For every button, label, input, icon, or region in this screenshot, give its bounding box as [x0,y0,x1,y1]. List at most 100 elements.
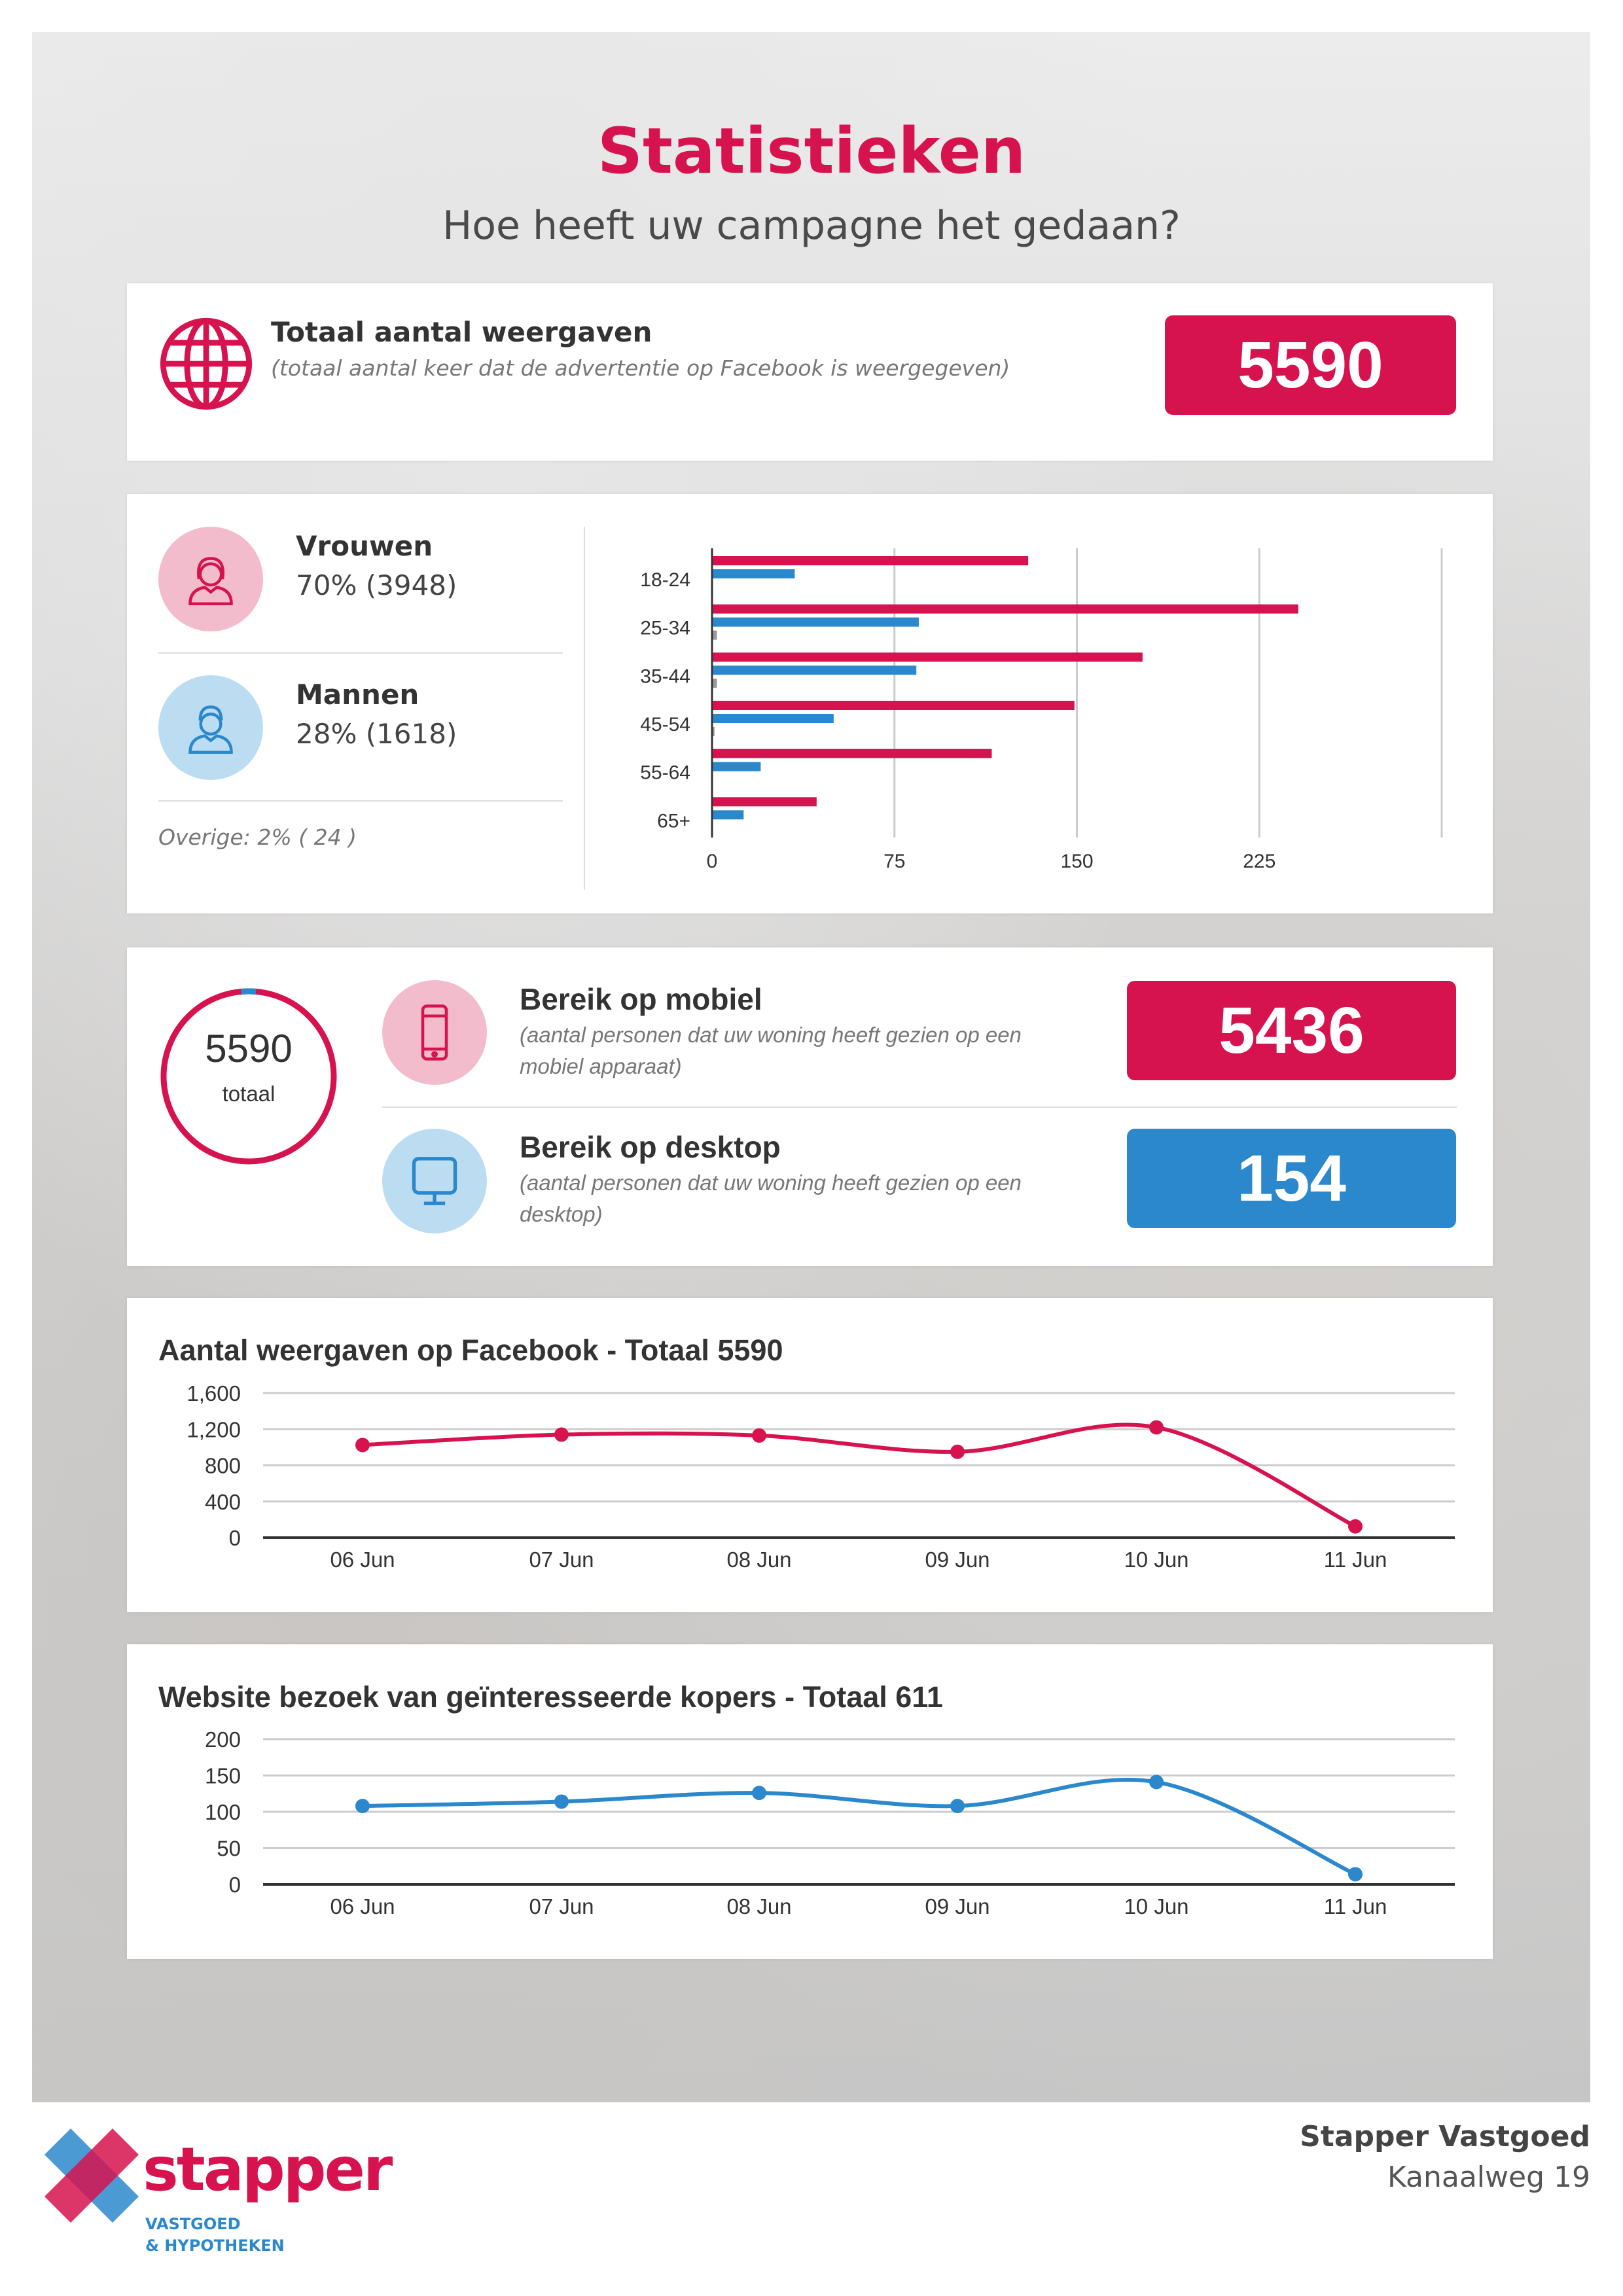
bar-35-44-series-0 [712,652,1143,662]
mobile-description: (aantal personen dat uw woning heeft gez… [520,1023,1022,1078]
y-tick-label: 100 [205,1800,241,1824]
mobile-value: 5436 [1127,981,1456,1080]
bar-18-24-series-1 [712,569,795,578]
data-point-09-Jun [950,1799,965,1814]
total-views-value: 5590 [1165,315,1456,415]
men-value: 28% (1618) [296,718,457,750]
bar-category-label: 18-24 [640,569,690,591]
monitor-icon [382,1129,487,1233]
reach-card: 5590 totaal Bereik op mobiel (aantal per… [127,947,1493,1266]
page-title: Statistieken [597,115,1026,188]
y-tick-label: 50 [217,1837,241,1861]
bar-category-label: 65+ [657,810,690,832]
total-views-label: Totaal aantal weergaven [271,316,652,348]
bar-category-label: 45-54 [640,714,690,735]
desktop-description: (aantal personen dat uw woning heeft gez… [520,1171,1022,1226]
company-address: Kanaalweg 19 [1387,2161,1590,2194]
bar-65+-series-0 [712,797,817,807]
mobile-label: Bereik op mobiel [520,982,762,1016]
desktop-value: 154 [1127,1129,1456,1228]
bar-55-64-series-1 [712,762,761,771]
data-point-07-Jun [554,1427,569,1442]
bar-25-34-series-2 [712,630,717,640]
bar-category-label: 25-34 [640,618,690,639]
y-tick-label: 200 [205,1727,241,1752]
data-point-08-Jun [752,1428,766,1443]
age-bar-chart: 0 75 150 225 18-24 25-34 35-44 45-54 55-64 65+ [640,548,1443,872]
y-tick-label: 800 [205,1454,241,1478]
series-line [362,1777,1357,1877]
data-point-10-Jun [1149,1420,1164,1435]
women-value: 70% (3948) [296,569,457,601]
bar-45-54-series-2 [712,727,715,736]
x-tick-label: 10 Jun [1124,1894,1188,1918]
y-tick-label: 1,600 [187,1381,241,1405]
other-gender-value: Overige: 2% ( 24 ) [158,824,357,850]
bar-55-64-series-0 [712,749,992,758]
bar-25-34-series-0 [712,604,1298,614]
x-tick-label: 09 Jun [925,1547,990,1572]
line-charts: 0 400 800 1,200 1,600 06 Jun 07 Jun 08 Jun 09 Ju… [187,1381,1455,1918]
stapper-logo-mark [39,2123,144,2228]
y-tick-label: 150 [205,1764,241,1788]
reach-donut [160,988,337,1165]
donut-value: 5590 [205,1027,293,1070]
y-tick-label: 0 [229,1526,241,1550]
bar-x-tick-label: 75 [883,851,905,872]
data-point-10-Jun [1149,1775,1164,1790]
website-visits-card [127,1644,1493,1959]
total-views-description: (totaal aantal keer dat de advertentie o… [271,355,1010,381]
men-label: Mannen [296,679,419,711]
logo-sub-2: & HYPOTHEKEN [145,2236,285,2255]
website-chart-title: Website bezoek van geïnteresseerde koper… [158,1680,943,1714]
bar-45-54-series-1 [712,714,834,723]
bar-category-label: 55-64 [640,762,690,784]
x-tick-label: 07 Jun [529,1547,594,1572]
x-tick-label: 06 Jun [330,1894,395,1918]
donut-label: totaal [222,1082,276,1106]
smartphone-icon [382,980,487,1085]
data-point-06-Jun [355,1799,370,1814]
bar-category-label: 35-44 [640,665,690,687]
page-subtitle: Hoe heeft uw campagne het gedaan? [442,203,1181,249]
bar-25-34-series-1 [712,617,919,627]
woman-icon [158,527,263,631]
desktop-label: Bereik op desktop [520,1130,781,1164]
divider [382,1106,1457,1108]
globe-icon [158,316,254,412]
man-icon [158,675,263,780]
divider [158,652,563,654]
logo-sub-1: VASTGOED [145,2215,241,2233]
bar-x-tick-label: 0 [707,851,718,872]
y-tick-label: 1,200 [187,1417,241,1441]
y-tick-label: 400 [205,1490,241,1514]
bar-35-44-series-2 [712,679,717,688]
x-tick-label: 08 Jun [726,1894,791,1918]
x-tick-label: 10 Jun [1124,1547,1188,1572]
data-point-08-Jun [752,1786,766,1801]
data-point-07-Jun [554,1794,569,1809]
y-tick-label: 0 [229,1873,241,1897]
series-line [362,1422,1357,1528]
data-point-09-Jun [950,1444,965,1459]
x-tick-label: 09 Jun [925,1894,990,1918]
x-tick-label: 11 Jun [1324,1547,1387,1572]
data-point-06-Jun [355,1438,370,1453]
logo-text: stapper [143,2134,393,2204]
x-tick-label: 06 Jun [330,1547,395,1572]
x-tick-label: 11 Jun [1324,1894,1387,1918]
bar-45-54-series-0 [712,701,1075,710]
facebook-chart-title: Aantal weergaven op Facebook - Totaal 55… [158,1333,783,1367]
bar-18-24-series-0 [712,556,1029,565]
data-point-11-Jun [1348,1867,1363,1882]
x-tick-label: 07 Jun [529,1894,594,1918]
bar-65+-series-1 [712,810,744,820]
bar-x-tick-label: 150 [1060,851,1093,872]
company-name: Stapper Vastgoed [1300,2120,1590,2153]
x-tick-label: 08 Jun [726,1547,791,1572]
divider [158,800,563,802]
facebook-views-card [127,1298,1493,1612]
divider [584,527,585,890]
total-views-card: Totaal aantal weergaven (totaal aantal k… [127,283,1493,461]
data-point-11-Jun [1348,1519,1363,1534]
